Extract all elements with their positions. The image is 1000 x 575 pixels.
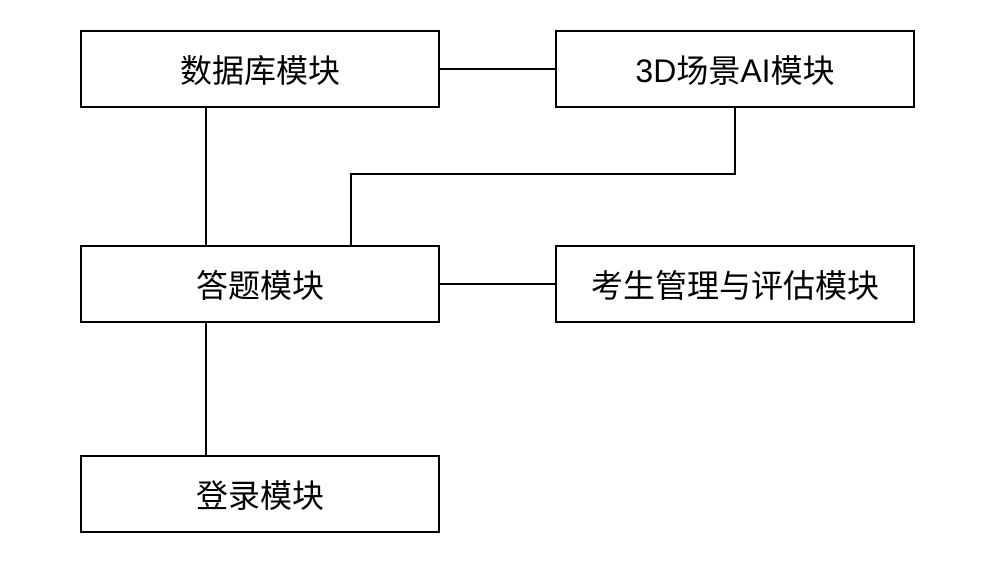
node-scene3d: 3D场景AI模块: [555, 30, 915, 108]
node-label: 答题模块: [196, 261, 324, 307]
node-label: 3D场景AI模块: [635, 46, 834, 92]
node-answer: 答题模块: [80, 245, 440, 323]
node-label: 考生管理与评估模块: [591, 261, 879, 307]
edge-scene3d-answer-seg3: [350, 173, 352, 245]
edge-database-scene3d: [440, 68, 555, 70]
node-label: 数据库模块: [180, 46, 340, 92]
node-exam-manage: 考生管理与评估模块: [555, 245, 915, 323]
edge-scene3d-answer-seg1: [734, 108, 736, 173]
edge-answer-exam: [440, 283, 555, 285]
node-login: 登录模块: [80, 455, 440, 533]
edge-answer-login: [205, 323, 207, 455]
edge-database-answer: [205, 108, 207, 245]
node-database: 数据库模块: [80, 30, 440, 108]
node-label: 登录模块: [196, 471, 324, 517]
edge-scene3d-answer-seg2: [350, 173, 736, 175]
